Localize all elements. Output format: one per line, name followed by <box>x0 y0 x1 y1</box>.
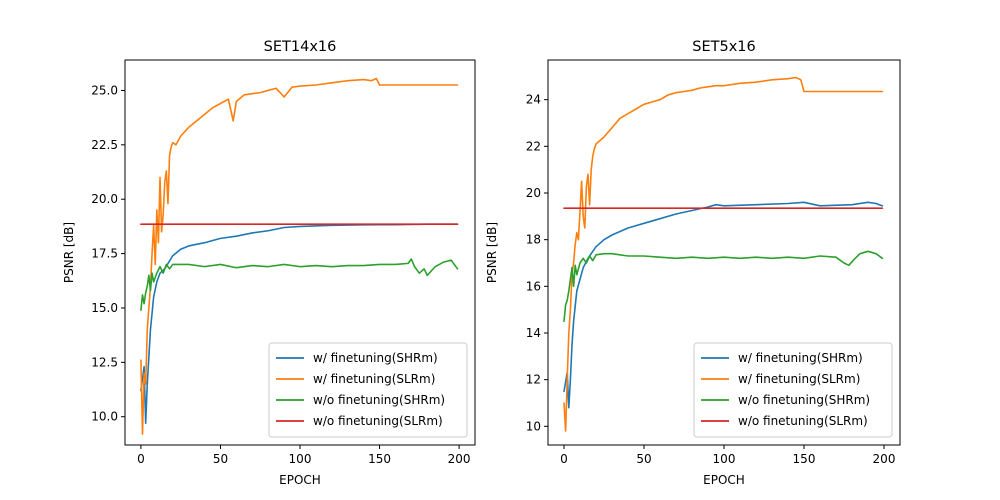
panel-set14: 0 50 100 150 200 10.0 12.5 15.0 17.5 20.0 22.5 25.0… <box>62 39 476 487</box>
x-axis-label: EPOCH <box>279 473 321 487</box>
y-tick-label: 17.5 <box>91 247 118 261</box>
y-axis-label: PSNR [dB] <box>485 222 499 283</box>
y-tick-label: 22 <box>526 139 541 153</box>
y-tick-label: 10.0 <box>91 410 118 424</box>
x-tick-label: 0 <box>560 452 568 466</box>
y-tick-label: 12 <box>526 373 541 387</box>
series-line-3 <box>140 258 459 311</box>
y-tick-label: 24 <box>526 93 541 107</box>
x-tick-label: 0 <box>137 452 145 466</box>
y-tick-label: 20.0 <box>91 192 118 206</box>
y-axis-label: PSNR [dB] <box>62 222 76 283</box>
series-line-2 <box>140 77 459 435</box>
legend-box <box>268 342 468 438</box>
x-tick-label: 200 <box>448 452 471 466</box>
x-tick-label: 150 <box>368 452 391 466</box>
series-line-1 <box>563 201 884 409</box>
x-tick-label: 50 <box>636 452 651 466</box>
y-tick-label: 22.5 <box>91 138 118 152</box>
x-tick-label: 150 <box>793 452 816 466</box>
y-tick-label: 20 <box>526 186 541 200</box>
legend: w/ finetuning(SHRm) w/ finetuning(SLRm) w/… <box>268 342 468 438</box>
legend: w/ finetuning(SHRm) w/ finetuning(SLRm) w/… <box>693 342 893 438</box>
legend-label-4: w/o finetuning(SLRm) <box>313 414 443 428</box>
x-axis-label: EPOCH <box>703 473 745 487</box>
series-line-1 <box>140 223 459 425</box>
chart-title: SET14x16 <box>264 39 337 55</box>
legend-box <box>693 342 893 438</box>
chart-title: SET5x16 <box>692 39 755 55</box>
series-line-3 <box>563 250 884 323</box>
panel-set5: 0 50 100 150 200 10 12 14 16 18 20 22 24 SET5x16 EPOCH… <box>485 39 901 487</box>
x-tick-label: 100 <box>713 452 736 466</box>
y-tick-label: 14 <box>526 326 541 340</box>
legend-label-3: w/o finetuning(SHRm) <box>738 393 870 407</box>
x-tick-label: 200 <box>873 452 896 466</box>
x-tick-label: 100 <box>289 452 312 466</box>
legend-label-4: w/o finetuning(SLRm) <box>738 414 868 428</box>
y-tick-label: 12.5 <box>91 355 118 369</box>
legend-label-1: w/ finetuning(SHRm) <box>313 351 438 365</box>
legend-label-2: w/ finetuning(SLRm) <box>738 372 860 386</box>
y-tick-label: 16 <box>526 279 541 293</box>
y-tick-label: 10 <box>526 419 541 433</box>
legend-label-2: w/ finetuning(SLRm) <box>313 372 435 386</box>
legend-label-3: w/o finetuning(SHRm) <box>313 393 445 407</box>
x-tick-label: 50 <box>213 452 228 466</box>
y-tick-label: 15.0 <box>91 301 118 315</box>
y-tick-label: 25.0 <box>91 83 118 97</box>
series-line-2 <box>563 76 884 432</box>
y-tick-label: 18 <box>526 233 541 247</box>
legend-label-1: w/ finetuning(SHRm) <box>738 351 863 365</box>
